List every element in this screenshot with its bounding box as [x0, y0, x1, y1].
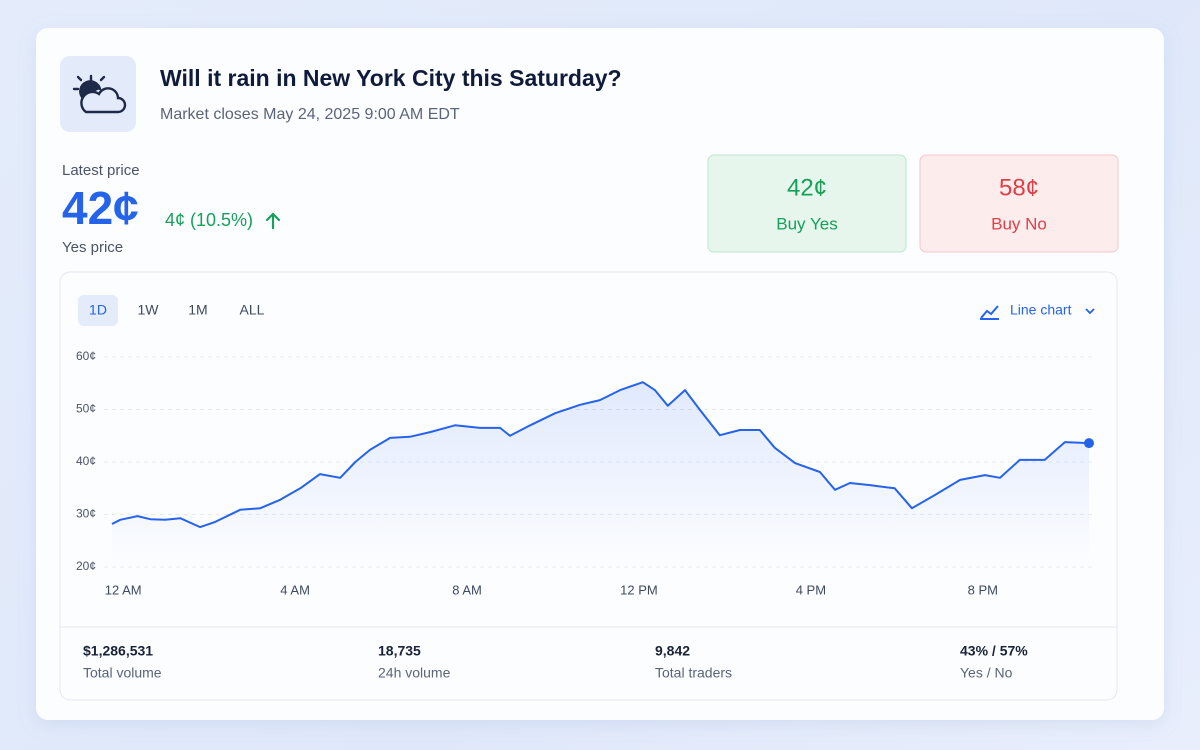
tab-label: 1M [188, 302, 207, 318]
button-label: Buy Yes [776, 214, 837, 233]
active-tab-bg [78, 295, 118, 326]
tab-label: ALL [240, 302, 265, 318]
stat-value: $1,286,531 [83, 643, 153, 659]
y-tick-label: 40¢ [76, 454, 96, 468]
y-tick-label: 20¢ [76, 559, 96, 573]
subtitle: Market closes May 24, 2025 9:00 AM EDT [160, 106, 460, 123]
range-tab[interactable]: 1D [78, 295, 118, 326]
x-tick-label: 4 AM [280, 582, 310, 597]
x-tick-label: 8 PM [968, 582, 998, 597]
x-tick-label: 8 AM [452, 582, 482, 597]
y-tick-label: 60¢ [76, 349, 96, 363]
stat-label: Yes / No [960, 665, 1013, 681]
range-tab[interactable]: ALL [240, 302, 265, 318]
x-tick-label: 12 PM [620, 582, 658, 597]
x-tick-label: 4 PM [796, 582, 826, 597]
button-price: 58¢ [999, 174, 1039, 201]
last-point [1084, 438, 1094, 449]
price-value: 42¢ [62, 182, 139, 234]
weather-icon [72, 74, 127, 114]
stat-label: 24h volume [378, 665, 451, 681]
buy-no-button[interactable]: 58¢ Buy No [919, 154, 1119, 253]
up-arrow [265, 212, 281, 230]
stat-value: 18,735 [378, 643, 421, 659]
button-price: 42¢ [787, 174, 827, 201]
stat-value: 9,842 [655, 643, 690, 659]
tab-label: 1D [89, 302, 107, 318]
line [111, 381, 1090, 529]
title: Will it rain in New York City this Satur… [160, 65, 622, 91]
range-tab[interactable]: 1W [138, 302, 160, 318]
y-tick-label: 30¢ [76, 507, 96, 521]
buy-yes-button[interactable]: 42¢ Buy Yes [707, 154, 907, 253]
y-tick-label: 50¢ [76, 402, 96, 416]
tab-label: 1W [138, 302, 160, 318]
x-tick-label: 12 AM [105, 582, 142, 597]
price-caption: Yes price [62, 239, 123, 256]
stat-label: Total traders [655, 665, 732, 681]
stat-label: Total volume [83, 665, 162, 681]
button-label: Buy No [991, 214, 1047, 233]
range-tab[interactable]: 1M [188, 302, 207, 318]
price-change: 4¢ (10.5%) [165, 210, 253, 230]
area [112, 382, 1089, 567]
chart-type-selector[interactable]: Line chart [980, 302, 1095, 320]
selector-label: Line chart [1010, 302, 1072, 318]
price-label: Latest price [62, 162, 140, 179]
stat-value: 43% / 57% [960, 643, 1028, 659]
